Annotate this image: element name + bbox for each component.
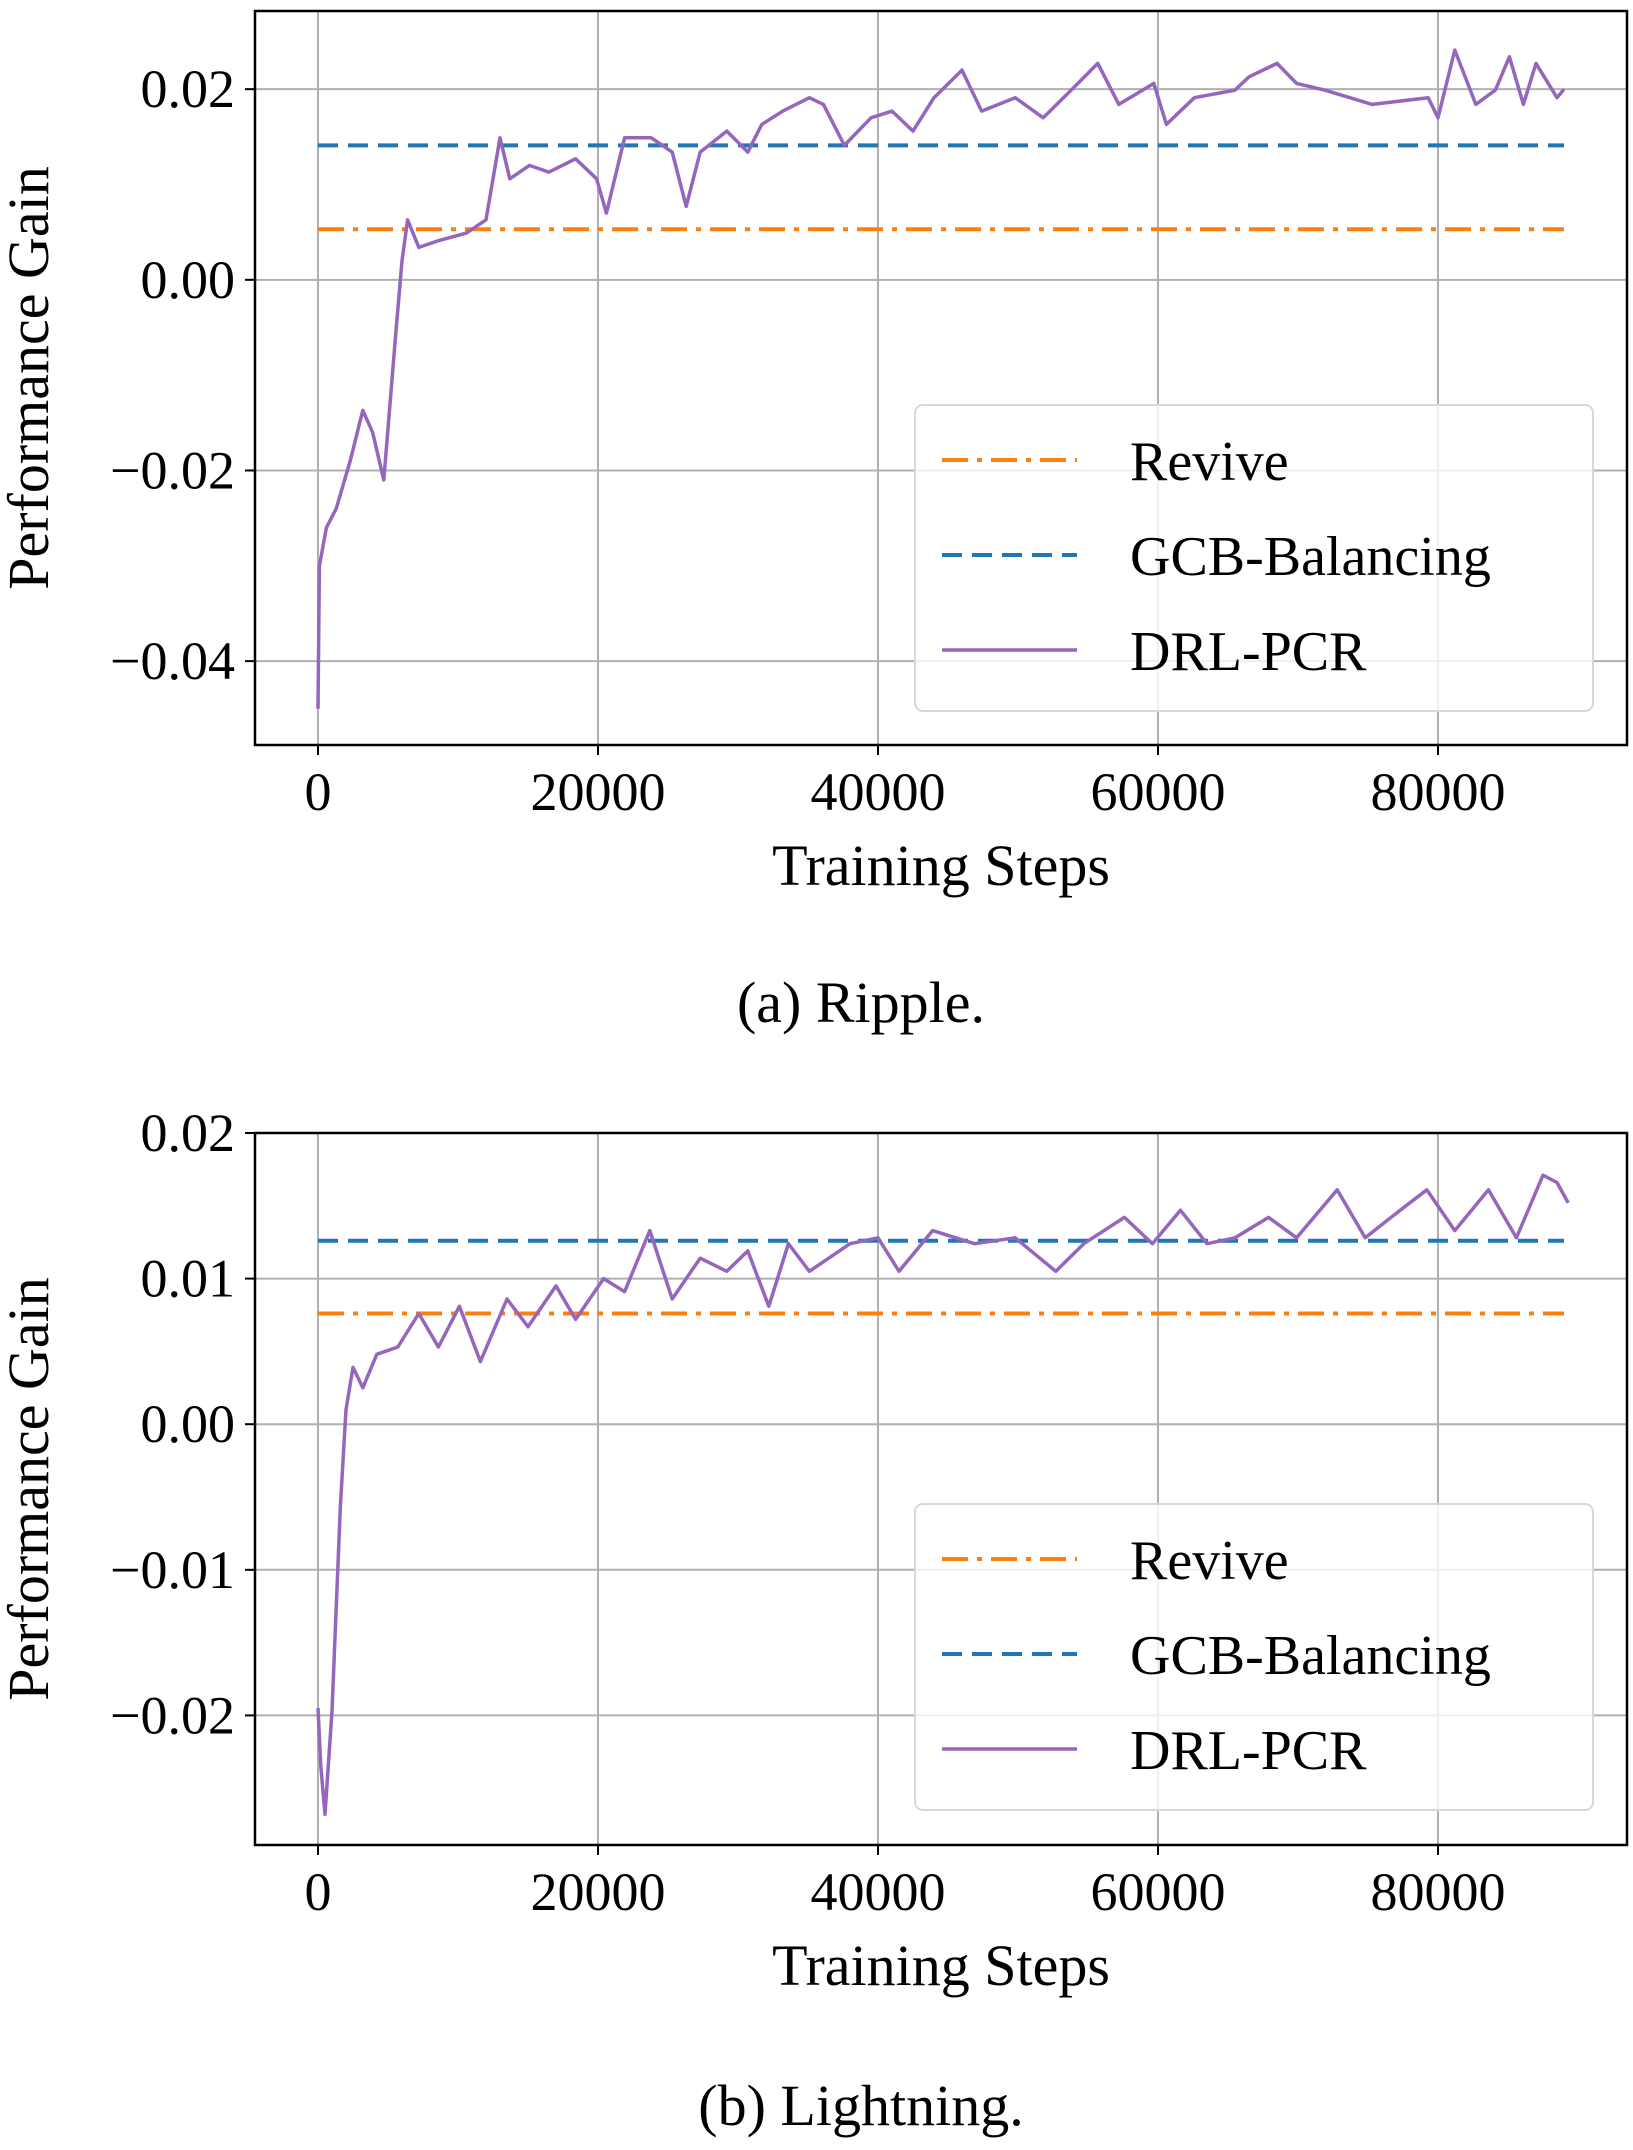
x-tick-label: 60000 <box>1091 762 1226 822</box>
legend-label: GCB-Balancing <box>1130 1625 1491 1687</box>
y-tick-label: 0.01 <box>141 1249 236 1309</box>
x-tick-label: 40000 <box>811 1862 946 1922</box>
legend-label: Revive <box>1130 1530 1289 1592</box>
chart-lightning: 0 20000 40000 60000 80000 0.02 0.01 0.00 −0.01 −0… <box>0 1103 1629 2138</box>
y-axis-label: Performance Gain <box>0 1277 61 1701</box>
plot-frame <box>253 1131 1629 1847</box>
legend: Revive GCB-Balancing DRL-PCR <box>914 404 1594 712</box>
chart-ripple: 0 20000 40000 60000 80000 0.02 0.00 −0.02 −0.04 R… <box>0 9 1629 1035</box>
y-tick-label: 0.02 <box>141 1103 236 1163</box>
x-tick-label: 80000 <box>1371 1862 1506 1922</box>
caption: (b) Lightning. <box>698 2073 1023 2138</box>
y-tick-label: 0.02 <box>141 59 236 119</box>
legend-box <box>914 404 1594 712</box>
legend-label: GCB-Balancing <box>1130 526 1491 588</box>
x-tick-label: 0 <box>305 762 332 822</box>
legend-label: Revive <box>1130 431 1289 493</box>
x-axis-label: Training Steps <box>772 1933 1110 1998</box>
y-axis-label: Performance Gain <box>0 166 61 590</box>
x-axis-label: Training Steps <box>772 833 1110 898</box>
x-tick-label: 0 <box>305 1862 332 1922</box>
legend-box <box>914 1503 1594 1811</box>
series-line-drl-pcr <box>316 1173 1570 1817</box>
y-tick-label: −0.04 <box>110 631 235 691</box>
x-tick-label: 80000 <box>1371 762 1506 822</box>
y-tick-label: −0.02 <box>110 440 235 500</box>
plot-frame <box>253 9 1629 747</box>
y-tick-label: 0.00 <box>141 1394 236 1454</box>
x-tick-label: 40000 <box>811 762 946 822</box>
x-tick-label: 20000 <box>531 762 666 822</box>
y-tick-label: 0.00 <box>141 250 236 310</box>
series-line-drl-pcr <box>316 48 1566 709</box>
legend: Revive GCB-Balancing DRL-PCR <box>914 1503 1594 1811</box>
legend-label: DRL-PCR <box>1130 621 1367 683</box>
legend-label: DRL-PCR <box>1130 1720 1367 1782</box>
x-tick-label: 20000 <box>531 1862 666 1922</box>
y-tick-label: −0.02 <box>110 1685 235 1745</box>
caption: (a) Ripple. <box>737 970 985 1035</box>
x-tick-label: 60000 <box>1091 1862 1226 1922</box>
y-tick-label: −0.01 <box>110 1540 235 1600</box>
